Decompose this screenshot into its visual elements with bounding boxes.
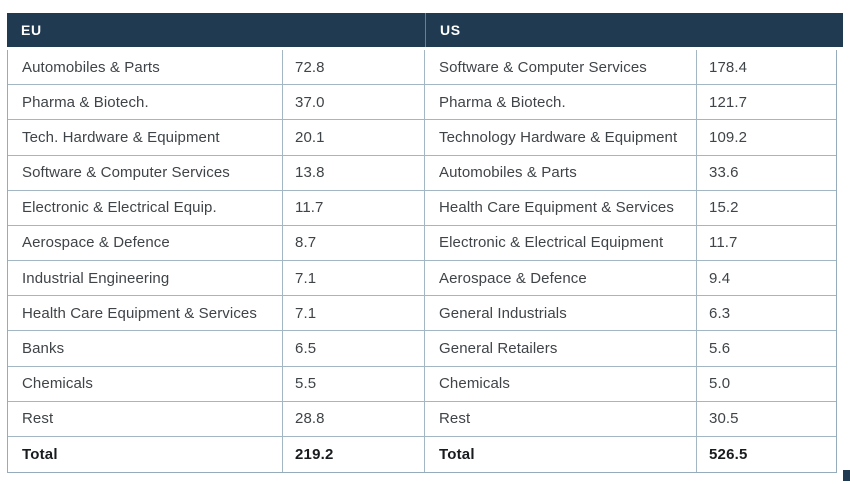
us-total-label-cell: Total bbox=[425, 436, 697, 472]
us-category-cell: Aerospace & Defence bbox=[425, 261, 697, 297]
eu-total-value-cell: 219.2 bbox=[283, 436, 425, 472]
eu-value-cell: 20.1 bbox=[283, 120, 425, 156]
eu-value-cell: 72.8 bbox=[283, 50, 425, 86]
eu-value-cell: 37.0 bbox=[283, 85, 425, 121]
us-value-cell: 9.4 bbox=[697, 261, 836, 297]
page-corner-accent bbox=[843, 470, 850, 481]
eu-category-cell: Banks bbox=[8, 331, 283, 367]
us-category-cell: Software & Computer Services bbox=[425, 50, 697, 86]
us-value-cell: 30.5 bbox=[697, 402, 836, 437]
eu-category-cell: Chemicals bbox=[8, 366, 283, 402]
us-category-cell: General Industrials bbox=[425, 296, 697, 332]
eu-category-cell: Electronic & Electrical Equip. bbox=[8, 190, 283, 226]
table-header-band: EU US bbox=[7, 13, 843, 47]
us-value-cell: 5.0 bbox=[697, 367, 836, 402]
eu-value-cell: 5.5 bbox=[283, 366, 425, 402]
eu-value-cell: 13.8 bbox=[283, 155, 425, 191]
us-category-cell: Rest bbox=[425, 401, 697, 437]
us-category-cell: Electronic & Electrical Equipment bbox=[425, 225, 697, 261]
us-category-cell: Pharma & Biotech. bbox=[425, 85, 697, 121]
us-value-cell: 5.6 bbox=[697, 331, 836, 367]
eu-value-cell: 7.1 bbox=[283, 296, 425, 332]
us-value-cell: 15.2 bbox=[697, 191, 836, 226]
us-value-cell: 11.7 bbox=[697, 226, 836, 261]
eu-section-header: EU bbox=[21, 22, 42, 38]
us-category-cell: Chemicals bbox=[425, 366, 697, 402]
sector-weights-table: Automobiles & Parts 72.8 Software & Comp… bbox=[7, 50, 837, 473]
us-value-cell: 6.3 bbox=[697, 296, 836, 332]
eu-value-cell: 28.8 bbox=[283, 401, 425, 437]
eu-value-cell: 11.7 bbox=[283, 190, 425, 226]
eu-category-cell: Rest bbox=[8, 401, 283, 437]
us-category-cell: Technology Hardware & Equipment bbox=[425, 120, 697, 156]
us-value-cell: 121.7 bbox=[697, 85, 836, 121]
eu-value-cell: 8.7 bbox=[283, 225, 425, 261]
us-category-cell: General Retailers bbox=[425, 331, 697, 367]
eu-value-cell: 6.5 bbox=[283, 331, 425, 367]
eu-category-cell: Industrial Engineering bbox=[8, 261, 283, 297]
us-category-cell: Health Care Equipment & Services bbox=[425, 190, 697, 226]
eu-category-cell: Pharma & Biotech. bbox=[8, 85, 283, 121]
eu-category-cell: Health Care Equipment & Services bbox=[8, 296, 283, 332]
eu-category-cell: Tech. Hardware & Equipment bbox=[8, 120, 283, 156]
eu-category-cell: Aerospace & Defence bbox=[8, 225, 283, 261]
eu-value-cell: 7.1 bbox=[283, 261, 425, 297]
us-total-value-cell: 526.5 bbox=[709, 445, 748, 463]
eu-category-cell: Automobiles & Parts bbox=[8, 50, 283, 86]
us-value-cell: 178.4 bbox=[697, 50, 836, 86]
eu-category-cell: Software & Computer Services bbox=[8, 155, 283, 191]
eu-total-label-cell: Total bbox=[8, 436, 283, 472]
us-category-cell: Automobiles & Parts bbox=[425, 155, 697, 191]
us-value-cell: 33.6 bbox=[697, 156, 836, 191]
us-value-cell: 109.2 bbox=[697, 120, 836, 156]
us-section-header: US bbox=[425, 13, 843, 47]
